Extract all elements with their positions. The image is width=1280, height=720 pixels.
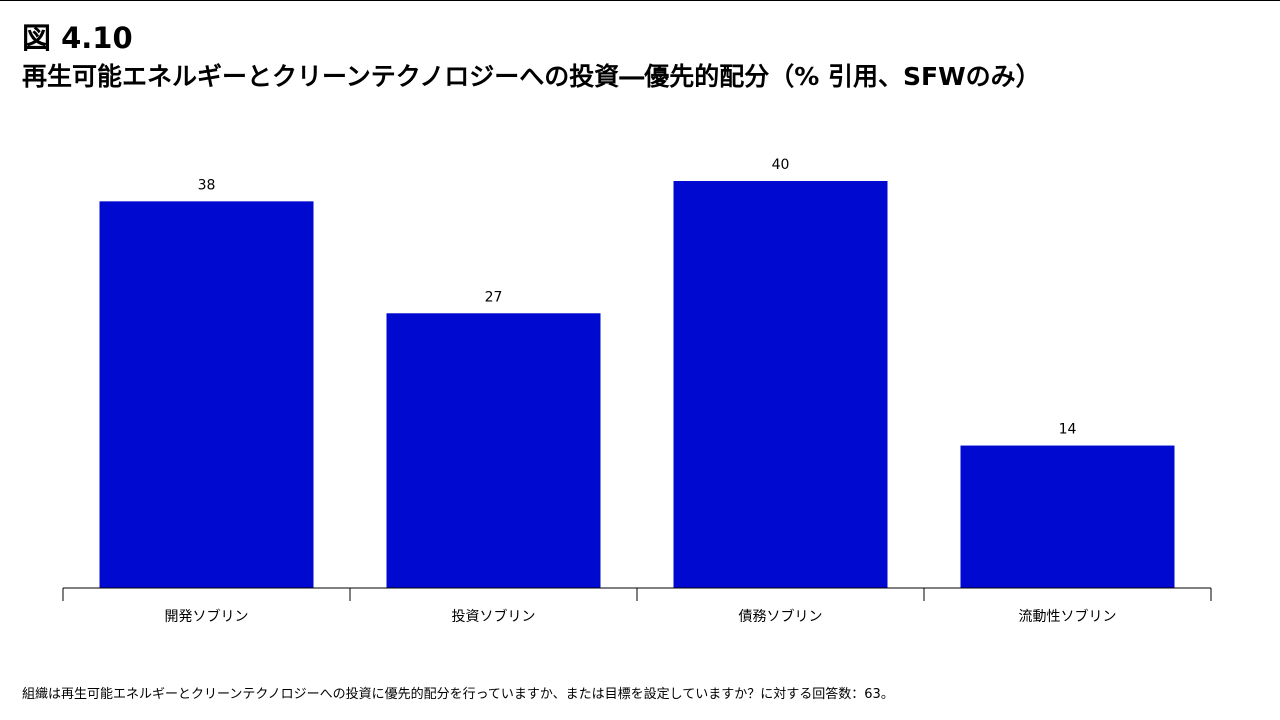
x-tick-label-2: 投資ソブリン: [452, 608, 536, 625]
chart-title: 再生可能エネルギーとクリーンテクノロジーへの投資―優先的配分（% 引用、SFWの…: [22, 62, 1041, 91]
data-labels-layer: 38 27 40 14: [198, 157, 1077, 438]
x-tick-label-1: 開発ソブリン: [165, 608, 249, 625]
bar-3: [673, 181, 888, 588]
x-tick-labels-layer: 開発ソブリン 投資ソブリン 債務ソブリン 流動性ソブリン: [165, 608, 1117, 625]
bar-1: [99, 201, 314, 588]
data-label-2: 27: [485, 289, 503, 305]
x-axis: [62, 587, 1212, 601]
x-tick-label-3: 債務ソブリン: [739, 608, 823, 625]
data-label-4: 14: [1059, 422, 1077, 438]
bar-2: [386, 313, 601, 588]
figure-number: 図 4.10: [22, 21, 133, 55]
bar-4: [960, 445, 1175, 588]
data-label-1: 38: [198, 177, 216, 193]
footnote: 組織は再生可能エネルギーとクリーンテクノロジーへの投資に優先的配分を行っています…: [22, 687, 894, 702]
bars-layer: [99, 181, 1175, 588]
x-tick-label-4: 流動性ソブリン: [1019, 608, 1117, 625]
top-divider: [0, 0, 1280, 1]
data-label-3: 40: [772, 157, 790, 173]
